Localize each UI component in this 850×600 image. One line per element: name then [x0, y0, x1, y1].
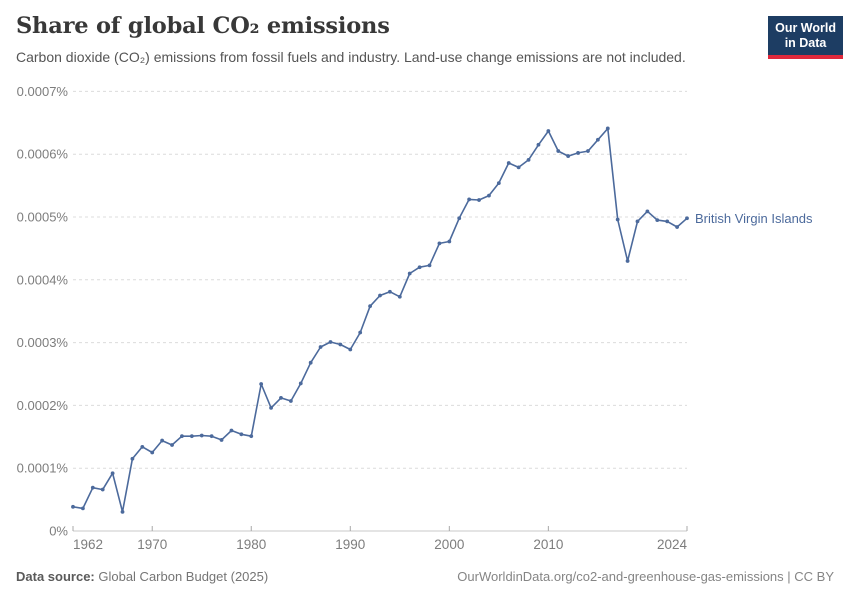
y-tick-label: 0% [49, 524, 68, 539]
data-point[interactable] [437, 241, 442, 246]
data-point[interactable] [378, 293, 382, 298]
data-source: Data source: Global Carbon Budget (2025) [16, 569, 268, 584]
data-point[interactable] [586, 149, 590, 153]
y-tick-label: 0.0006% [17, 147, 69, 162]
data-point[interactable] [645, 209, 650, 214]
data-point[interactable] [71, 504, 75, 509]
data-point[interactable] [328, 340, 333, 344]
data-point[interactable] [170, 443, 174, 447]
data-point[interactable] [496, 181, 501, 185]
y-tick-label: 0.0003% [17, 335, 69, 350]
chart-subtitle: Carbon dioxide (CO₂) emissions from foss… [16, 49, 686, 65]
data-point[interactable] [685, 216, 689, 221]
x-tick-label: 1970 [137, 537, 167, 552]
data-point[interactable] [576, 151, 580, 155]
y-tick-label: 0.0005% [17, 210, 69, 225]
data-point[interactable] [120, 509, 125, 514]
data-point[interactable] [595, 137, 600, 142]
data-point[interactable] [516, 165, 521, 170]
data-point[interactable] [229, 428, 234, 433]
data-point[interactable] [81, 506, 85, 511]
data-point[interactable] [388, 289, 392, 294]
data-point[interactable] [655, 218, 660, 223]
data-point[interactable] [615, 217, 620, 222]
x-tick-label: 2024 [657, 537, 688, 552]
data-point[interactable] [605, 126, 610, 131]
data-point[interactable] [665, 219, 670, 224]
data-point[interactable] [110, 471, 115, 476]
data-point[interactable] [180, 434, 184, 439]
y-tick-label: 0.0004% [17, 272, 69, 287]
data-point[interactable] [417, 265, 422, 270]
data-point[interactable] [189, 434, 194, 439]
data-point[interactable] [427, 263, 432, 268]
chart-title: Share of global CO₂ emissions [16, 13, 390, 39]
data-point[interactable] [100, 487, 105, 492]
data-point[interactable] [219, 438, 224, 442]
data-point[interactable] [566, 154, 571, 158]
data-point[interactable] [130, 456, 135, 461]
data-point[interactable] [477, 198, 481, 202]
x-tick-label: 1962 [73, 537, 103, 552]
data-point[interactable] [546, 129, 551, 133]
data-point[interactable] [526, 157, 531, 162]
data-point[interactable] [407, 271, 412, 276]
data-point[interactable] [239, 432, 244, 437]
data-point[interactable] [279, 395, 283, 400]
data-point[interactable] [209, 434, 214, 439]
x-tick-label: 1980 [236, 537, 266, 552]
data-point[interactable] [457, 216, 462, 221]
data-point[interactable] [140, 444, 145, 449]
series-label[interactable]: British Virgin Islands [695, 211, 813, 226]
data-point[interactable] [368, 304, 372, 309]
data-point[interactable] [487, 193, 491, 198]
data-point[interactable] [447, 239, 452, 244]
data-point[interactable] [318, 345, 323, 349]
data-point[interactable] [536, 142, 541, 147]
data-point[interactable] [150, 450, 155, 455]
data-point[interactable] [160, 438, 165, 443]
data-point[interactable] [298, 381, 303, 386]
x-tick-label: 2000 [434, 537, 464, 552]
data-point[interactable] [90, 485, 95, 490]
data-point[interactable] [308, 360, 313, 365]
data-source-value: Global Carbon Budget (2025) [94, 569, 269, 584]
data-point[interactable] [358, 330, 363, 335]
data-point[interactable] [259, 382, 264, 386]
data-point[interactable] [269, 406, 273, 410]
owid-logo-line1: Our World [775, 21, 836, 35]
data-point[interactable] [675, 225, 679, 229]
x-tick-label: 2010 [533, 537, 563, 552]
data-point[interactable] [338, 342, 343, 347]
attribution-link[interactable]: OurWorldinData.org/co2-and-greenhouse-ga… [457, 569, 834, 584]
data-point[interactable] [506, 161, 511, 165]
data-point[interactable] [249, 434, 254, 439]
data-line-british-virgin-islands[interactable] [72, 127, 688, 513]
owid-logo-line2: in Data [784, 36, 827, 51]
y-tick-label: 0.0001% [17, 461, 69, 476]
data-point[interactable] [199, 433, 204, 438]
data-point[interactable] [467, 197, 472, 202]
y-tick-label: 0.0007% [17, 84, 69, 99]
owid-logo[interactable]: Our World in Data [768, 16, 843, 59]
data-point[interactable] [288, 399, 293, 403]
data-point[interactable] [635, 219, 640, 224]
data-point[interactable] [556, 149, 561, 153]
data-point[interactable] [625, 259, 630, 263]
y-tick-label: 0.0002% [17, 398, 69, 413]
data-point[interactable] [348, 347, 353, 352]
data-source-label: Data source: [16, 569, 95, 584]
x-tick-label: 1990 [335, 537, 365, 552]
data-point[interactable] [397, 294, 402, 299]
